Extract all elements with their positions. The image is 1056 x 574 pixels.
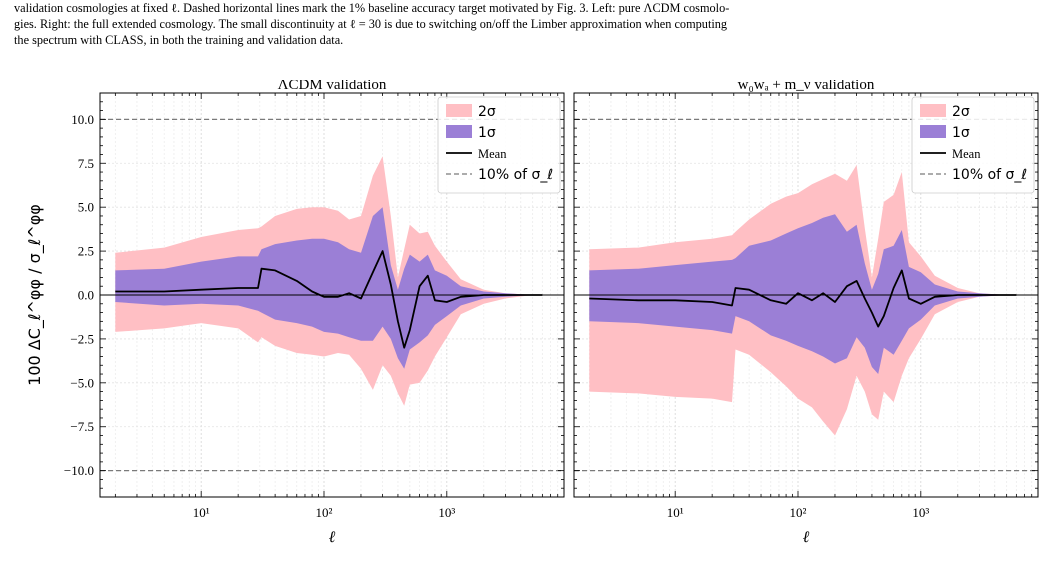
caption-line-3: the spectrum with CLASS, in both the tra… bbox=[14, 33, 344, 47]
legend-label: 2σ bbox=[952, 104, 970, 120]
x-tick-label: 10² bbox=[316, 505, 333, 520]
legend: 2σ 1σ Mean 10% of σ_ℓ bbox=[437, 96, 561, 194]
legend-label: Mean bbox=[952, 147, 981, 161]
caption-line-1: validation cosmologies at fixed ℓ. Dashe… bbox=[14, 1, 730, 15]
y-tick-label: 7.5 bbox=[78, 156, 94, 171]
y-tick-label: −10.0 bbox=[64, 463, 94, 478]
legend-box bbox=[437, 96, 561, 194]
x-tick-label: 10³ bbox=[438, 505, 455, 520]
y-axis-label: 100 ΔC_ℓ^φφ / σ_ℓ^φφ bbox=[25, 204, 45, 386]
legend-label: 1σ bbox=[478, 125, 496, 141]
panel-lcdm: 10¹ 10² 10³ 10.0 7.5 5.0 2.5 0.0 −2.5 −5.0 −7.5 −10… bbox=[64, 80, 565, 546]
x-tick-label: 10² bbox=[790, 505, 807, 520]
band-1sigma bbox=[115, 207, 543, 369]
legend-box bbox=[911, 96, 1035, 194]
mean-line bbox=[115, 250, 543, 349]
y-tick-label: −2.5 bbox=[70, 331, 94, 346]
figure: 100 ΔC_ℓ^φφ / σ_ℓ^φφ 10¹ 10² 10³ 10.0 7.5 5.0 2… bbox=[25, 80, 1039, 546]
legend-label: 1σ bbox=[952, 125, 970, 141]
y-tick-label: −5.0 bbox=[70, 375, 94, 390]
x-tick-label: 10³ bbox=[912, 505, 929, 520]
y-tick-label: −7.5 bbox=[70, 419, 94, 434]
legend-swatch-1sigma bbox=[446, 125, 472, 138]
legend-swatch-2sigma bbox=[446, 104, 472, 117]
mean-line bbox=[589, 269, 1017, 328]
legend-label: 10% of σ_ℓ bbox=[952, 167, 1027, 183]
panel-w0wa-mnu: 10¹ 10² 10³ ℓ w₀wₐ + m_ν validation 2σ 1σ Mean 1… bbox=[573, 80, 1039, 546]
legend-swatch-2sigma bbox=[920, 104, 946, 117]
x-axis-label: ℓ bbox=[329, 529, 336, 546]
x-tick-label: 10¹ bbox=[667, 505, 684, 520]
figure-caption: validation cosmologies at fixed ℓ. Dashe… bbox=[14, 0, 1044, 48]
y-tick-label: 2.5 bbox=[78, 244, 94, 259]
legend: 2σ 1σ Mean 10% of σ_ℓ bbox=[911, 96, 1035, 194]
y-tick-label: 0.0 bbox=[78, 288, 94, 303]
x-axis-label: ℓ bbox=[803, 529, 810, 546]
caption-line-2: gies. Right: the full extended cosmology… bbox=[14, 17, 728, 31]
y-tick-label: 5.0 bbox=[78, 200, 94, 215]
panel-title: w₀wₐ + m_ν validation bbox=[738, 80, 875, 93]
band-1sigma bbox=[589, 214, 1017, 374]
legend-label: 2σ bbox=[478, 104, 496, 120]
x-tick-label: 10¹ bbox=[193, 505, 210, 520]
panel-title: ΛCDM validation bbox=[278, 80, 387, 93]
legend-label: 10% of σ_ℓ bbox=[478, 167, 553, 183]
plot-body bbox=[574, 93, 1038, 497]
legend-swatch-1sigma bbox=[920, 125, 946, 138]
plot-body bbox=[100, 93, 564, 497]
y-tick-label: 10.0 bbox=[71, 112, 94, 127]
legend-label: Mean bbox=[478, 147, 507, 161]
